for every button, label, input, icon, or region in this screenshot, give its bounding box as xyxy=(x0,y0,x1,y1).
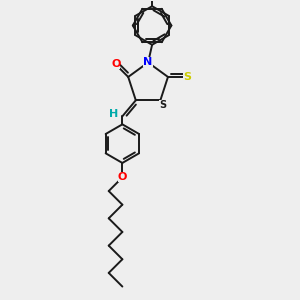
Text: O: O xyxy=(111,59,120,69)
Text: S: S xyxy=(183,72,191,82)
Text: S: S xyxy=(159,100,166,110)
Text: H: H xyxy=(109,109,118,119)
Text: N: N xyxy=(143,58,153,68)
Text: O: O xyxy=(118,172,127,182)
